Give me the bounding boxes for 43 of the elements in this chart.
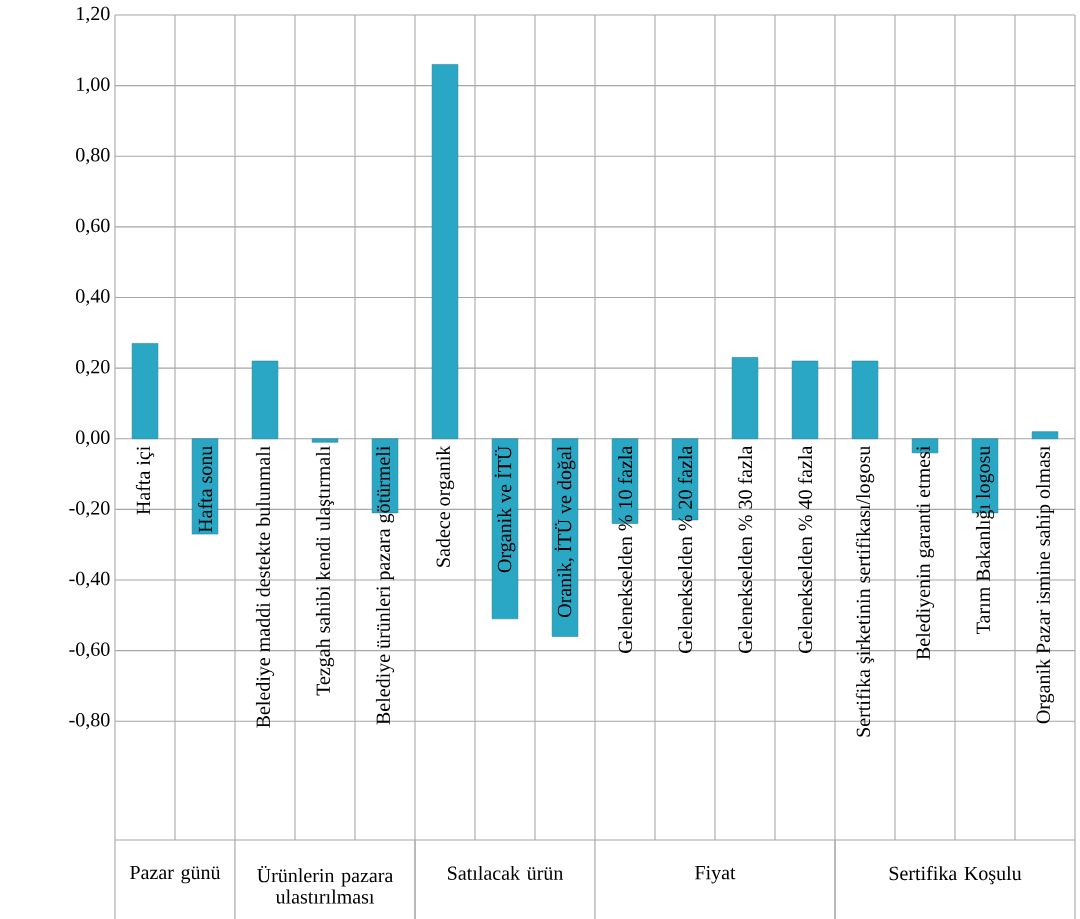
x-tick-label: Belediye ürünleri pazara götürmeli (375, 446, 395, 725)
bar (1031, 431, 1059, 439)
y-tick-label: -0,40 (69, 571, 110, 589)
y-tick-label: 0,60 (76, 218, 110, 236)
annotation: Ürünlerin pazara ulastırılması (257, 865, 394, 904)
y-tick-label: -0,80 (69, 713, 110, 730)
bar (731, 357, 759, 439)
y-tick-label: 0,00 (76, 430, 110, 447)
bar (131, 343, 159, 439)
x-tick-label: Sadece organik (435, 445, 455, 567)
x-tick-label: Gelenekselden % 40 fazla (797, 445, 813, 654)
y-tick-label: 1,00 (77, 77, 110, 94)
x-tick-label: Gelenekselden % 10 fazla (617, 445, 633, 654)
x-tick-label: Gelenekselden % 20 fazla (677, 445, 693, 654)
bar (551, 438, 579, 637)
bar (191, 438, 219, 535)
y-tick-label: -0,60 (69, 642, 110, 659)
y-tick-label: 0,40 (76, 289, 110, 306)
y-tick-label: 0,80 (76, 148, 110, 165)
x-tick-label: Belediyenin garanti etmesi (915, 446, 935, 660)
y-tick-label: -0,20 (69, 501, 110, 518)
bar (431, 64, 459, 439)
bar (851, 360, 879, 439)
annotation: Sertifika Koşulu (889, 865, 1022, 885)
bar (251, 360, 279, 439)
bar (311, 438, 339, 443)
annotation: Satılacak ürün (448, 865, 564, 880)
annotation: Fiyat (695, 865, 736, 884)
y-tick-label: 0,20 (76, 359, 110, 377)
bar (491, 438, 519, 620)
x-tick-label: Hafta sonu (197, 446, 213, 533)
bar (791, 360, 819, 439)
x-tick-label: Organik ve İTÜ (494, 446, 516, 573)
x-tick-label: Hafta içi (135, 446, 155, 515)
x-tick-label: Organik Pazar ismine sahip olması (1035, 446, 1055, 724)
annotation: Pazar günü (130, 865, 221, 884)
x-tick-label: Tarım Bakanlığı logosu (975, 445, 995, 634)
y-tick-label: 1,20 (77, 6, 110, 24)
x-tick-label: Tezgah sahibi kendi ulaştırmalı (315, 446, 335, 696)
x-tick-label: Sertifika şirketinin sertifikası/logosu (855, 445, 875, 737)
x-tick-label: Belediye maddi destekte bulunmalı (255, 446, 275, 728)
x-tick-label: Gelenekselden % 30 fazla (737, 445, 753, 654)
x-tick-label: Oranik, İTÜ ve doğal (554, 446, 576, 618)
